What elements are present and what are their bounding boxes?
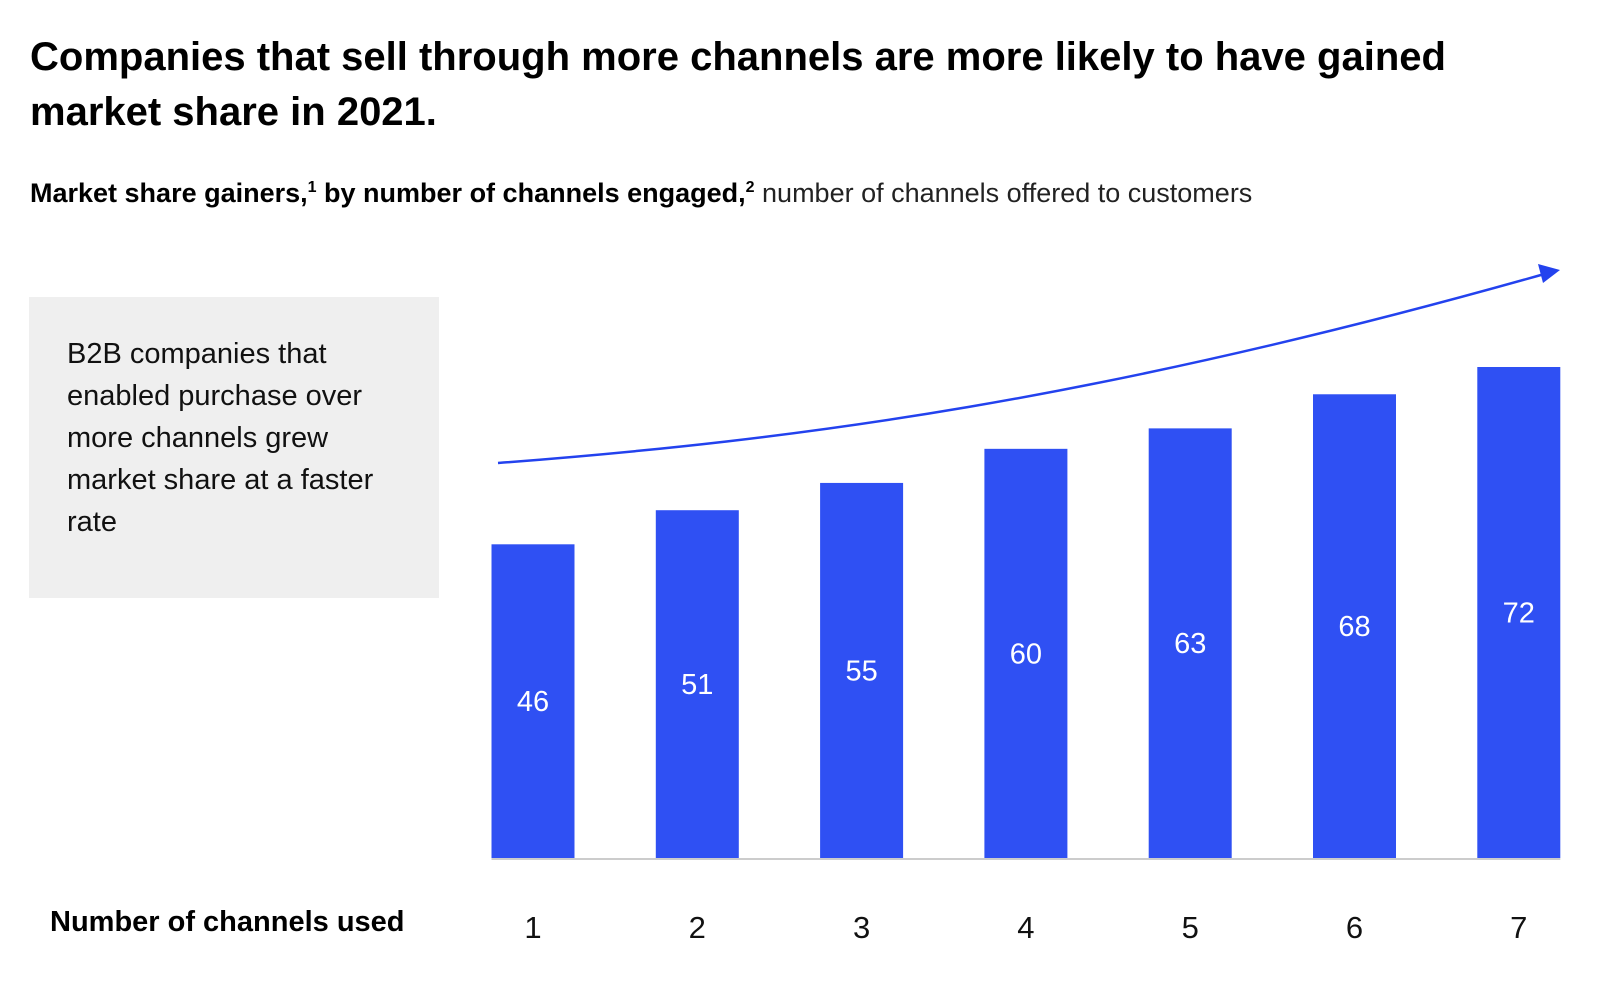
subtitle-unit: number of channels offered to customers <box>754 178 1253 208</box>
x-tick-3: 3 <box>853 910 870 945</box>
subtitle-part1: Market share gainers, <box>30 178 308 208</box>
x-axis-label: Number of channels used <box>50 906 405 938</box>
x-tick-4: 4 <box>1017 910 1034 945</box>
data-label-4: 60 <box>1010 638 1042 670</box>
bar-3 <box>820 482 904 858</box>
bar-6 <box>1313 394 1396 858</box>
data-label-7: 72 <box>1503 598 1535 630</box>
bar-4 <box>984 448 1068 858</box>
x-tick-2: 2 <box>689 910 706 945</box>
x-tick-5: 5 <box>1182 910 1199 945</box>
trend-arrow <box>497 271 1549 465</box>
x-tick-7: 7 <box>1510 910 1527 945</box>
data-label-3: 55 <box>845 655 877 687</box>
bar-7 <box>1477 367 1561 858</box>
footnote-1: 1 <box>307 179 317 196</box>
bar-1 <box>491 544 575 858</box>
trend-arrow-head <box>1538 264 1560 283</box>
x-tick-1: 1 <box>524 910 541 945</box>
footnote-2: 2 <box>745 179 755 196</box>
bar-2 <box>655 510 739 858</box>
x-tick-6: 6 <box>1346 910 1363 945</box>
subtitle-part2: by number of channels engaged, <box>316 178 746 208</box>
chart-title: Companies that sell through more channel… <box>30 35 1446 134</box>
bar-5 <box>1148 428 1232 858</box>
data-label-2: 51 <box>681 669 713 701</box>
chart-subtitle: Market share gainers,1 by number of chan… <box>30 178 1252 209</box>
data-label-5: 63 <box>1174 628 1206 660</box>
callout-box: B2B companies that enabled purchase over… <box>29 297 439 598</box>
data-label-1: 46 <box>517 686 549 718</box>
data-label-6: 68 <box>1338 611 1370 643</box>
